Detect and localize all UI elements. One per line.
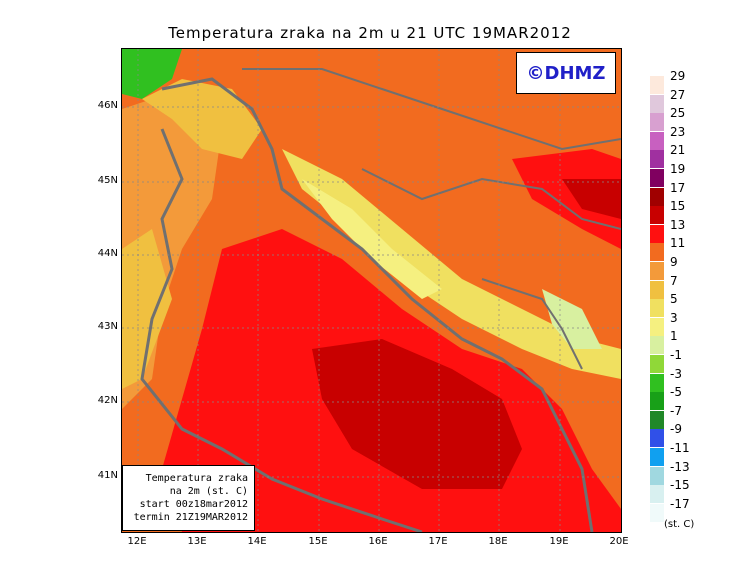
legend-label: 23 [670,124,686,139]
legend-label: -17 [670,496,690,511]
legend-swatch [650,94,664,113]
montenegro-cold-spot [542,289,602,349]
legend-swatch [650,262,664,280]
legend-swatch [650,485,664,504]
legend-label: 5 [670,292,678,307]
legend-swatch [650,373,664,392]
legend-swatch [650,466,664,485]
legend-swatch [650,448,664,466]
legend-label: -15 [670,478,690,493]
legend-label: -7 [670,403,682,418]
legend-label: 19 [670,162,686,176]
info-line-start: start 00z18mar2012 [139,499,248,510]
legend-swatch [650,187,664,206]
legend-label: -9 [670,422,682,437]
legend-swatch [650,280,664,299]
legend-label: -3 [670,366,682,381]
pannonian-hot-zone [562,179,621,219]
legend-label: 15 [670,199,686,214]
border-bosnia-montenegro [481,278,583,370]
info-box: Temperatura zraka na 2m (st. C) start 00… [122,465,255,531]
alps-cold-zone [122,49,182,99]
lat-label: 41N [97,470,118,481]
legend-label: 11 [670,236,686,251]
legend-label: 13 [670,217,686,232]
legend-label: -1 [670,348,682,362]
info-line-termin: termin 21Z19MAR2012 [133,512,248,523]
lon-label: 16E [368,536,388,547]
legend-swatch [650,169,664,187]
dhmz-logo: ©DHMZ [516,52,616,94]
lon-label: 12E [127,536,147,547]
legend-label: -13 [670,459,690,474]
lon-label: 20E [609,536,629,547]
lon-label: 14E [247,536,267,547]
legend-label: 25 [670,106,686,121]
lon-label: 17E [428,536,448,547]
legend-swatch [650,410,664,429]
legend-swatch [650,131,664,150]
legend-label: 17 [670,180,686,195]
legend-swatch [650,243,664,262]
legend-label: 3 [670,310,678,325]
legend-label: 21 [670,143,686,158]
legend-swatch [650,206,664,225]
italy-mountain-zone [122,229,172,389]
lon-label: 15E [308,536,328,547]
lon-label: 18E [488,536,508,547]
lon-label: 13E [187,536,207,547]
lat-label: 44N [97,248,118,259]
legend-swatch [650,150,664,169]
border-croatia-bosnia [361,168,621,230]
border-north [242,68,621,151]
legend-label: -5 [670,385,682,400]
legend-swatch [650,503,664,522]
legend-swatch [650,113,664,132]
legend-swatch [650,299,664,318]
lat-label: 45N [97,175,118,186]
map-title: Temperatura zraka na 2m u 21 UTC 19MAR20… [168,24,572,42]
alps-yellow-zone [142,79,262,159]
lat-label: 46N [97,100,118,111]
legend-swatch [650,76,664,94]
lon-label: 19E [549,536,569,547]
dinaric-peaks [302,179,442,299]
temperature-map-svg [122,49,621,532]
legend-label: 9 [670,255,678,269]
graticule [122,49,621,532]
info-line-units: na 2m (st. C) [169,486,248,497]
legend-swatch [650,392,664,411]
coastline-east [161,77,594,532]
legend-label: 27 [670,87,686,102]
lat-label: 42N [97,395,118,406]
lat-label: 43N [97,321,118,332]
legend-label: 29 [670,69,686,83]
legend-swatch [650,429,664,448]
coastline-italy [140,128,423,532]
legend-label: -11 [670,441,690,455]
dinaric-mountain-band [282,149,621,379]
legend-label: 1 [670,329,678,344]
legend-swatch [650,355,664,373]
legend-swatch [650,224,664,243]
temperature-map[interactable] [121,48,622,533]
pannonian-warm-zone [512,149,621,249]
legend-units: (st. C) [664,519,695,530]
legend-swatch [650,317,664,336]
legend-label: 7 [670,273,678,288]
adriatic-sea-hot [312,339,522,489]
legend-swatch [650,336,664,355]
info-line-title: Temperatura zraka [145,473,248,484]
